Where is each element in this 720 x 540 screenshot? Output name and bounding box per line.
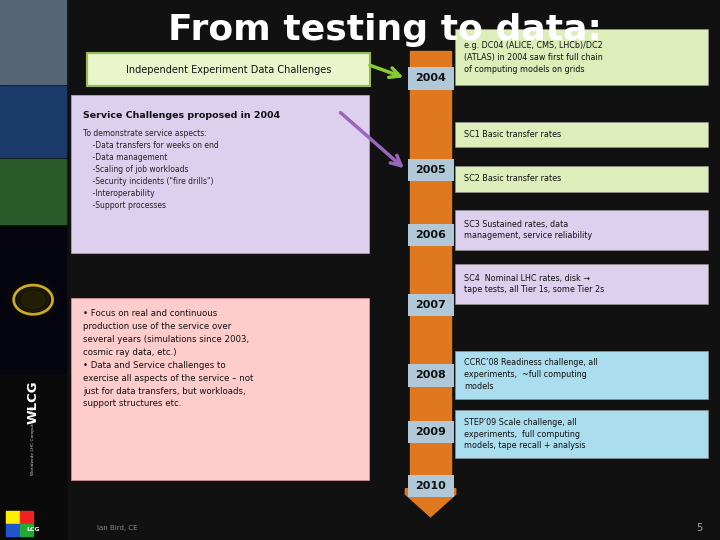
Circle shape — [17, 288, 49, 312]
FancyBboxPatch shape — [71, 298, 369, 480]
Text: • Focus on real and continuous
production use of the service over
several years : • Focus on real and continuous productio… — [83, 309, 253, 408]
Text: Ian Bird, CE: Ian Bird, CE — [97, 525, 138, 531]
Text: CCRC’08 Readiness challenge, all
experiments,  ~full computing
models: CCRC’08 Readiness challenge, all experim… — [464, 359, 598, 391]
Bar — [0, 86, 66, 157]
Text: Independent Experiment Data Challenges: Independent Experiment Data Challenges — [126, 65, 331, 75]
FancyBboxPatch shape — [455, 410, 708, 458]
FancyBboxPatch shape — [455, 210, 708, 250]
FancyBboxPatch shape — [455, 29, 708, 85]
Bar — [0, 0, 66, 84]
Text: 2009: 2009 — [415, 427, 446, 437]
Bar — [410, 51, 451, 489]
Bar — [6, 524, 19, 536]
FancyBboxPatch shape — [455, 166, 708, 192]
Text: SC2 Basic transfer rates: SC2 Basic transfer rates — [464, 174, 562, 183]
FancyBboxPatch shape — [455, 351, 708, 399]
Text: SC4  Nominal LHC rates, disk →
tape tests, all Tier 1s, some Tier 2s: SC4 Nominal LHC rates, disk → tape tests… — [464, 274, 605, 294]
Text: 2004: 2004 — [415, 73, 446, 83]
Bar — [0, 0, 66, 540]
Text: e.g. DC04 (ALICE, CMS, LHCb)/DC2
(ATLAS) in 2004 saw first full chain
of computi: e.g. DC04 (ALICE, CMS, LHCb)/DC2 (ATLAS)… — [464, 41, 603, 73]
Bar — [0, 227, 66, 373]
Bar — [20, 524, 33, 536]
Text: SC3 Sustained rates, data
management, service reliability: SC3 Sustained rates, data management, se… — [464, 220, 593, 240]
Text: 5: 5 — [696, 523, 702, 533]
Text: SC1 Basic transfer rates: SC1 Basic transfer rates — [464, 130, 562, 139]
Bar — [20, 511, 33, 523]
Text: 2007: 2007 — [415, 300, 446, 310]
Text: 2006: 2006 — [415, 230, 446, 240]
Text: From testing to data:: From testing to data: — [168, 13, 602, 46]
FancyBboxPatch shape — [408, 67, 454, 90]
FancyBboxPatch shape — [408, 294, 454, 316]
Text: Service Challenges proposed in 2004: Service Challenges proposed in 2004 — [83, 111, 280, 120]
Text: 2010: 2010 — [415, 481, 446, 491]
Text: WLCG: WLCG — [27, 381, 40, 424]
FancyBboxPatch shape — [408, 421, 454, 443]
Circle shape — [22, 291, 45, 308]
Text: 2008: 2008 — [415, 370, 446, 380]
FancyBboxPatch shape — [408, 475, 454, 497]
Text: STEP’09 Scale challenge, all
experiments,  full computing
models, tape recall + : STEP’09 Scale challenge, all experiments… — [464, 418, 586, 450]
Bar — [0, 159, 66, 224]
FancyBboxPatch shape — [408, 364, 454, 387]
Bar — [6, 511, 19, 523]
FancyArrow shape — [405, 489, 456, 517]
Text: To demonstrate service aspects:
    -Data transfers for weeks on end
    -Data m: To demonstrate service aspects: -Data tr… — [83, 129, 219, 211]
Text: Worldwide LHC Computing Grid: Worldwide LHC Computing Grid — [31, 406, 35, 475]
FancyBboxPatch shape — [408, 159, 454, 181]
Text: LCG: LCG — [27, 526, 40, 532]
FancyBboxPatch shape — [87, 53, 370, 86]
Circle shape — [7, 280, 59, 319]
FancyBboxPatch shape — [455, 264, 708, 304]
FancyBboxPatch shape — [408, 224, 454, 246]
FancyBboxPatch shape — [455, 122, 708, 147]
FancyBboxPatch shape — [71, 95, 369, 253]
Text: 2005: 2005 — [415, 165, 446, 175]
